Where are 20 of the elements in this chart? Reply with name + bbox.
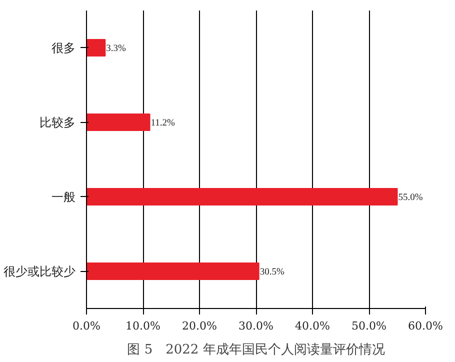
text: 图 5 2022 年成年国民个人阅读量评价情况 xyxy=(127,342,385,358)
data-label: 55.0% xyxy=(398,192,423,203)
y-tick-label: 很少或比较少 xyxy=(4,264,76,278)
x-tick-label: 50.0% xyxy=(352,320,386,332)
data-label: 30.5% xyxy=(260,267,284,278)
x-tick-label: 0.0% xyxy=(72,320,100,332)
bar xyxy=(86,114,150,131)
y-tick-label: 比较多 xyxy=(40,115,76,130)
bar xyxy=(86,188,398,206)
y-tick-label: 很多 xyxy=(52,40,76,55)
data-label: 3.3% xyxy=(106,44,126,54)
bar xyxy=(86,39,106,56)
x-tick-label: 40.0% xyxy=(295,320,330,332)
x-tick-label: 10.0% xyxy=(126,320,160,332)
x-tick-label: 30.0% xyxy=(238,320,274,332)
x-tick-label: 60.0% xyxy=(408,320,443,332)
bar xyxy=(86,262,260,280)
data-label: 11.2% xyxy=(150,118,176,128)
x-tick-label: 20.0% xyxy=(182,320,217,332)
y-tick-label: 一般 xyxy=(52,190,76,204)
